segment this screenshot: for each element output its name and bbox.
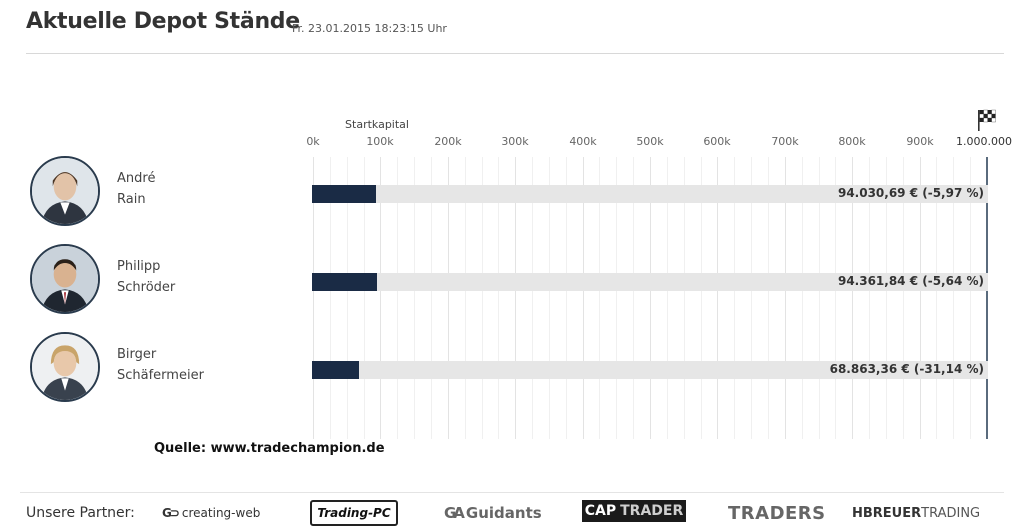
startkapital-label: Startkapital: [345, 118, 409, 131]
avatar: [30, 332, 100, 402]
avatar: [30, 156, 100, 226]
last-name: Schröder: [117, 280, 176, 295]
participant-row: André Rain 94.030,69 € (-5,97 %): [0, 152, 1024, 232]
grid-line-minor: [835, 157, 836, 439]
grid-line-minor: [869, 157, 870, 439]
grid-line-minor: [599, 157, 600, 439]
participant-name: Birger Schäfermeier: [117, 344, 204, 386]
grid-line-major: [380, 157, 381, 439]
bar-track: 68.863,36 € (-31,14 %): [312, 361, 988, 379]
x-tick-label: 300k: [501, 135, 529, 148]
bar-track: 94.361,84 € (-5,64 %): [312, 273, 988, 291]
grid-line-major: [583, 157, 584, 439]
participant-name: Philipp Schröder: [117, 256, 175, 298]
grid-line-minor: [802, 157, 803, 439]
guidants-mark-icon: GA: [444, 504, 465, 522]
grid-line-minor: [330, 157, 331, 439]
grid-line-minor: [751, 157, 752, 439]
bar-value-label: 94.361,84 € (-5,64 %): [837, 274, 984, 288]
x-tick-label: 700k: [771, 135, 799, 148]
last-name: Rain: [117, 192, 146, 207]
page-title: Aktuelle Depot Stände: [26, 9, 300, 34]
partners-label: Unsere Partner:: [26, 505, 135, 521]
grid-line-minor: [364, 157, 365, 439]
last-name: Schäfermeier: [117, 368, 204, 383]
grid-line-minor: [498, 157, 499, 439]
grid-line-minor: [549, 157, 550, 439]
grid-line-minor: [701, 157, 702, 439]
participant-row: Birger Schäfermeier 68.863,36 € (-31,14 …: [0, 328, 1024, 408]
bar-track: 94.030,69 € (-5,97 %): [312, 185, 988, 203]
grid-line-minor: [936, 157, 937, 439]
x-tick-label: 0k: [306, 135, 320, 148]
x-tick-label: 500k: [636, 135, 664, 148]
grid-line-major: [920, 157, 921, 439]
x-tick-label: 400k: [569, 135, 597, 148]
timestamp: Fr. 23.01.2015 18:23:15 Uhr: [292, 22, 447, 35]
grid-line-minor: [903, 157, 904, 439]
bar: [312, 185, 376, 203]
grid-line-minor: [616, 157, 617, 439]
avatar: [30, 244, 100, 314]
grid-line-major: [717, 157, 718, 439]
bar: [312, 273, 377, 291]
grid-line-major: [785, 157, 786, 439]
grid-line-minor: [532, 157, 533, 439]
grid-line-minor: [414, 157, 415, 439]
grid-line-minor: [970, 157, 971, 439]
hbreuer-trading-logo[interactable]: HBREUER TRADING: [852, 505, 981, 521]
creating-web-mark-icon: G⊃: [162, 506, 180, 520]
grid-line-minor: [431, 157, 432, 439]
finish-line: [986, 157, 988, 439]
grid-line-minor: [397, 157, 398, 439]
grid-line-minor: [768, 157, 769, 439]
first-name: Philipp: [117, 259, 161, 274]
grid-line-major: [448, 157, 449, 439]
first-name: André: [117, 171, 156, 186]
participant-row: Philipp Schröder 94.361,84 € (-5,64 %): [0, 240, 1024, 320]
creating-web-logo[interactable]: G⊃ creating-web: [162, 506, 261, 520]
captrader-logo[interactable]: CAP TRADER: [582, 500, 686, 522]
x-tick-label: 800k: [838, 135, 866, 148]
grid-line-minor: [953, 157, 954, 439]
source-note: Quelle: www.tradechampion.de: [154, 441, 385, 456]
grid-line-major: [313, 157, 314, 439]
grid-line-minor: [465, 157, 466, 439]
grid-line-minor: [886, 157, 887, 439]
grid-line-major: [852, 157, 853, 439]
grid-line-minor: [347, 157, 348, 439]
checkered-flag-icon: [978, 109, 996, 131]
header-divider: [26, 53, 1004, 54]
grid-line-major: [515, 157, 516, 439]
grid-line-minor: [684, 157, 685, 439]
grid-line-minor: [482, 157, 483, 439]
participant-name: André Rain: [117, 168, 155, 210]
grid-line-minor: [734, 157, 735, 439]
x-tick-label: 200k: [434, 135, 462, 148]
guidants-logo[interactable]: GA Guidants: [444, 504, 542, 522]
x-tick-label: 100k: [366, 135, 394, 148]
grid-line-minor: [667, 157, 668, 439]
x-tick-label: 600k: [703, 135, 731, 148]
trading-pc-logo[interactable]: Trading-PC: [310, 500, 398, 526]
grid-line-major: [650, 157, 651, 439]
bar: [312, 361, 359, 379]
bar-value-label: 94.030,69 € (-5,97 %): [837, 186, 984, 200]
bar-value-label: 68.863,36 € (-31,14 %): [829, 362, 984, 376]
x-tick-label: 1.000.000: [956, 135, 1012, 148]
footer-divider: [20, 492, 1004, 493]
x-tick-label: 900k: [906, 135, 934, 148]
traders-logo[interactable]: TRADERS: [728, 502, 826, 524]
first-name: Birger: [117, 347, 157, 362]
grid-line-minor: [633, 157, 634, 439]
grid-line-minor: [566, 157, 567, 439]
grid-line-minor: [819, 157, 820, 439]
